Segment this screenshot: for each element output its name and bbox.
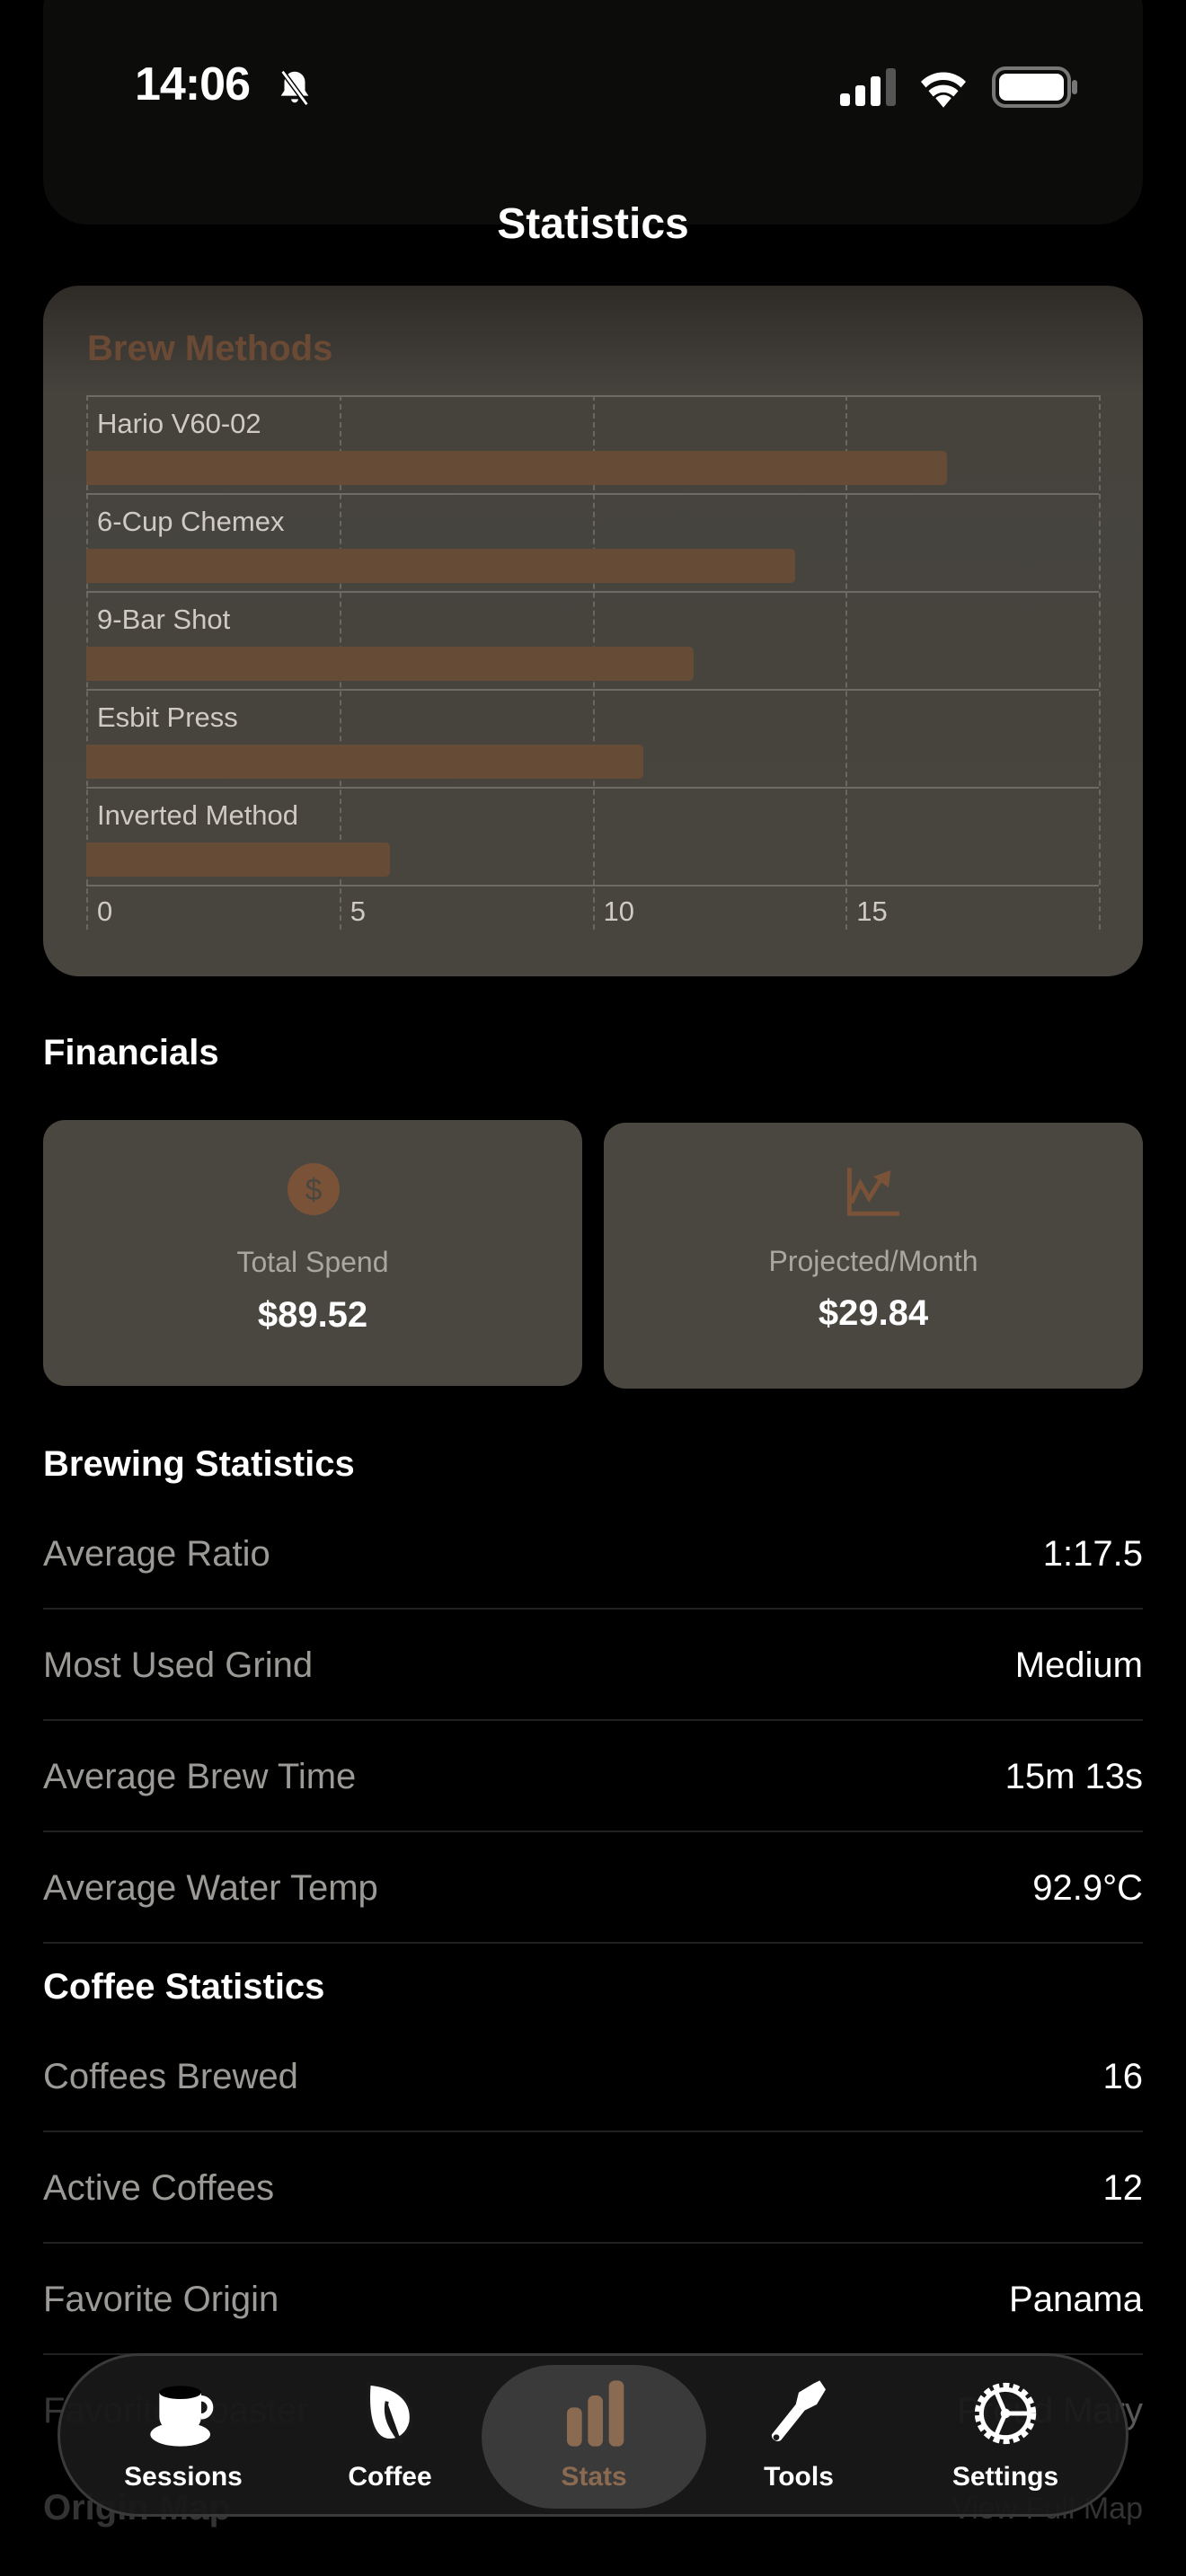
row-divider: [86, 591, 1099, 593]
tab-label: Tools: [764, 2462, 834, 2492]
x-tick-label: 5: [350, 895, 366, 927]
bar-9-bar-shot: [86, 647, 695, 681]
x-tick-label: 15: [856, 895, 888, 927]
row-divider: [86, 493, 1099, 495]
page-title: Statistics: [497, 200, 689, 248]
stat-value: 1:17.5: [1042, 1534, 1143, 1574]
cup-icon: [150, 2386, 214, 2447]
category-label: Hario V60-02: [97, 408, 261, 439]
tab-label: Coffee: [348, 2462, 432, 2492]
dollar-circle-icon: $: [288, 1163, 340, 1215]
brewing-statistics-heading: Brewing Statistics: [43, 1444, 355, 1484]
bar-esbit-press: [86, 745, 643, 779]
category-label: 9-Bar Shot: [97, 604, 231, 635]
stat-row: Favorite Origin Panama: [43, 2244, 1143, 2355]
stat-row: Average Ratio 1:17.5: [43, 1498, 1143, 1610]
wrench-icon: [771, 2380, 826, 2441]
stat-row: Average Brew Time 15m 13s: [43, 1721, 1143, 1832]
total-spend-label: Total Spend: [236, 1246, 389, 1278]
stat-label: Average Brew Time: [43, 1757, 357, 1796]
status-time: 14:06: [135, 58, 251, 110]
tab-label: Sessions: [124, 2462, 243, 2492]
bar-6-cup-chemex: [86, 549, 795, 583]
cellular-icon: [840, 68, 896, 106]
tab-coffee[interactable]: Coffee: [287, 2356, 493, 2514]
stat-label: Favorite Origin: [43, 2280, 279, 2319]
stat-value: 15m 13s: [1005, 1757, 1143, 1796]
row-divider: [86, 689, 1099, 691]
coffee-statistics-heading: Coffee Statistics: [43, 1967, 325, 2007]
total-spend-value: $89.52: [257, 1295, 368, 1335]
leaf-icon: [367, 2381, 413, 2445]
stat-row: Average Water Temp 92.9°C: [43, 1832, 1143, 1944]
category-label: Esbit Press: [97, 701, 238, 733]
tab-settings[interactable]: Settings: [902, 2356, 1109, 2514]
bar-chart-icon: [567, 2380, 624, 2447]
battery-icon: [992, 66, 1077, 108]
tab-label: Stats: [561, 2462, 627, 2492]
stat-label: Coffees Brewed: [43, 2057, 298, 2096]
stat-row: Active Coffees 12: [43, 2132, 1143, 2244]
projected-month-value: $29.84: [818, 1293, 929, 1333]
category-label: 6-Cup Chemex: [97, 506, 285, 537]
category-label: Inverted Method: [97, 799, 299, 831]
stat-label: Active Coffees: [43, 2168, 275, 2208]
stat-row: Coffees Brewed 16: [43, 2021, 1143, 2132]
brew-methods-chart: Hario V60-02 6-Cup Chemex 9-Bar Shot Esbit …: [86, 395, 1101, 930]
stat-value: 92.9°C: [1032, 1868, 1143, 1908]
projected-month-label: Projected/Month: [768, 1245, 978, 1277]
x-tick-label: 10: [603, 895, 634, 927]
svg-text:$: $: [305, 1173, 323, 1207]
bar-inverted-method: [86, 842, 391, 877]
stat-value: Panama: [1009, 2280, 1143, 2319]
total-spend-card: $ Total Spend $89.52: [43, 1120, 582, 1386]
row-divider: [86, 885, 1099, 887]
gridline: [845, 395, 848, 930]
gridline: [1099, 395, 1101, 930]
bar-hario-v60-02: [86, 451, 947, 485]
chart-trend-icon: [847, 1168, 899, 1216]
stat-label: Average Ratio: [43, 1534, 270, 1574]
stat-value: 16: [1102, 2057, 1144, 2096]
tab-label: Settings: [951, 2462, 1059, 2492]
row-divider: [86, 787, 1099, 789]
tab-bar: Sessions Coffee Stats Tools Settings: [58, 2353, 1128, 2517]
tab-stats[interactable]: Stats: [491, 2356, 697, 2514]
wifi-icon: [921, 72, 966, 108]
stat-value: 12: [1102, 2168, 1144, 2208]
stat-value: Medium: [1014, 1645, 1143, 1685]
chart-title: Brew Methods: [87, 329, 333, 368]
projected-month-card: Projected/Month $29.84: [604, 1123, 1143, 1389]
bell-slash-icon: [280, 70, 309, 106]
stat-label: Average Water Temp: [43, 1868, 378, 1908]
tab-sessions[interactable]: Sessions: [80, 2356, 287, 2514]
tab-tools[interactable]: Tools: [695, 2356, 902, 2514]
gear-icon: [974, 2382, 1037, 2445]
x-tick-label: 0: [97, 895, 113, 927]
financials-heading: Financials: [43, 1033, 219, 1072]
stat-label: Most Used Grind: [43, 1645, 314, 1685]
stat-row: Most Used Grind Medium: [43, 1610, 1143, 1721]
scrolled-content-fade: [43, 0, 1143, 225]
